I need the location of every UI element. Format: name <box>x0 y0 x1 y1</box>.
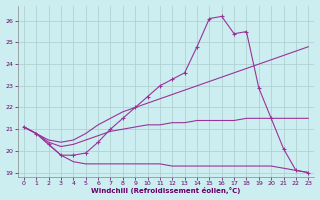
X-axis label: Windchill (Refroidissement éolien,°C): Windchill (Refroidissement éolien,°C) <box>92 187 241 194</box>
